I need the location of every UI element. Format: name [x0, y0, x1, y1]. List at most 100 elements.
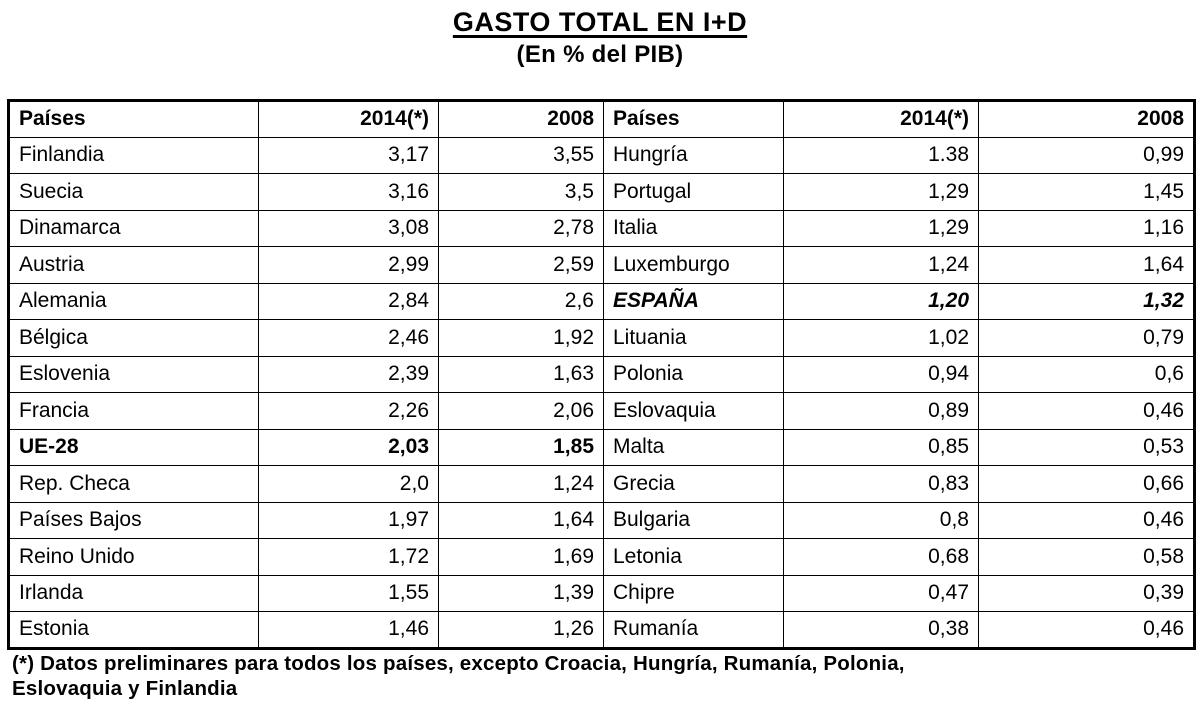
country-cell: Lituania [603, 319, 784, 357]
column-header-2014-left: 2014(*) [258, 100, 439, 138]
country-cell: Chipre [603, 574, 784, 612]
value-2008-cell: 2,6 [438, 282, 604, 320]
page-title: GASTO TOTAL EN I+D [452, 7, 748, 37]
table-row: Suecia 3,16 3,5 Portugal 1,29 1,45 [8, 173, 1195, 211]
column-header-2008-right: 2008 [978, 100, 1195, 138]
value-2014-cell: 2,03 [258, 428, 439, 466]
table-row: Países Bajos 1,97 1,64 Bulgaria 0,8 0,46 [8, 501, 1195, 539]
country-cell: Malta [603, 428, 784, 466]
country-cell: Luxemburgo [603, 246, 784, 284]
footnote-line: Eslovaquia y Finlandia [12, 677, 238, 700]
value-2014-cell: 2,39 [258, 355, 439, 393]
value-2014-cell: 2,26 [258, 392, 439, 430]
value-2008-cell: 1,45 [978, 173, 1195, 211]
table-header-row: Países 2014(*) 2008 Países 2014(*) 2008 [8, 100, 1195, 138]
value-2008-cell: 0,39 [978, 574, 1195, 612]
value-2008-cell: 1,92 [438, 319, 604, 357]
column-header-2014-right: 2014(*) [783, 100, 979, 138]
value-2008-cell: 0,6 [978, 355, 1195, 393]
country-cell: Letonia [603, 538, 784, 576]
page-subtitle: (En % del PIB) [516, 41, 684, 68]
column-header-paises-left: Países [8, 100, 259, 138]
value-2014-cell: 3,08 [258, 209, 439, 247]
column-header-paises-right: Países [603, 100, 784, 138]
value-2008-cell: 0,99 [978, 136, 1195, 174]
value-2008-cell: 0,46 [978, 392, 1195, 430]
table-row: Estonia 1,46 1,26 Rumanía 0,38 0,46 [8, 611, 1195, 649]
value-2014-cell: 2,99 [258, 246, 439, 284]
value-2014-cell: 0,89 [783, 392, 979, 430]
country-cell: UE-28 [8, 428, 259, 466]
table-row: Austria 2,99 2,59 Luxemburgo 1,24 1,64 [8, 246, 1195, 284]
value-2014-cell: 3,17 [258, 136, 439, 174]
country-cell: Rumanía [603, 611, 784, 649]
value-2008-cell: 0,79 [978, 319, 1195, 357]
country-cell: Países Bajos [8, 501, 259, 539]
table-row: Reino Unido 1,72 1,69 Letonia 0,68 0,58 [8, 538, 1195, 576]
value-2014-cell: 1,29 [783, 173, 979, 211]
value-2008-cell: 1,24 [438, 465, 604, 503]
value-2014-cell: 0,94 [783, 355, 979, 393]
country-cell: Estonia [8, 611, 259, 649]
country-cell: Grecia [603, 465, 784, 503]
table-row: Alemania 2,84 2,6 ESPAÑA 1,20 1,32 [8, 282, 1195, 320]
country-cell: Eslovenia [8, 355, 259, 393]
value-2008-cell: 3,55 [438, 136, 604, 174]
value-2008-cell: 0,53 [978, 428, 1195, 466]
value-2014-cell: 1,02 [783, 319, 979, 357]
table-row: Finlandia 3,17 3,55 Hungría 1.38 0,99 [8, 136, 1195, 174]
country-cell: Dinamarca [8, 209, 259, 247]
value-2008-cell: 1,64 [438, 501, 604, 539]
country-cell: Irlanda [8, 574, 259, 612]
value-2014-cell: 0,85 [783, 428, 979, 466]
value-2014-cell: 1,46 [258, 611, 439, 649]
country-cell: Bulgaria [603, 501, 784, 539]
country-cell: Hungría [603, 136, 784, 174]
value-2008-cell: 1,63 [438, 355, 604, 393]
value-2014-cell: 1,29 [783, 209, 979, 247]
value-2014-cell: 1,55 [258, 574, 439, 612]
value-2014-cell: 0,38 [783, 611, 979, 649]
value-2014-cell: 0,8 [783, 501, 979, 539]
value-2014-cell: 2,46 [258, 319, 439, 357]
value-2014-cell: 1,97 [258, 501, 439, 539]
value-2014-cell: 1,20 [783, 282, 979, 320]
value-2008-cell: 0,46 [978, 611, 1195, 649]
value-2008-cell: 0,58 [978, 538, 1195, 576]
table-row: Irlanda 1,55 1,39 Chipre 0,47 0,39 [8, 574, 1195, 612]
value-2014-cell: 1.38 [783, 136, 979, 174]
country-cell: Suecia [8, 173, 259, 211]
table-row: Dinamarca 3,08 2,78 Italia 1,29 1,16 [8, 209, 1195, 247]
value-2014-cell: 0,68 [783, 538, 979, 576]
country-cell: Portugal [603, 173, 784, 211]
table-row: Francia 2,26 2,06 Eslovaquia 0,89 0,46 [8, 392, 1195, 430]
value-2008-cell: 1,32 [978, 282, 1195, 320]
table-row: Eslovenia 2,39 1,63 Polonia 0,94 0,6 [8, 355, 1195, 393]
value-2014-cell: 0,83 [783, 465, 979, 503]
value-2014-cell: 2,84 [258, 282, 439, 320]
table-row: Rep. Checa 2,0 1,24 Grecia 0,83 0,66 [8, 465, 1195, 503]
rd-spending-table: Países 2014(*) 2008 Países 2014(*) 2008 … [7, 99, 1196, 650]
country-cell: Rep. Checa [8, 465, 259, 503]
value-2014-cell: 1,72 [258, 538, 439, 576]
title-block: GASTO TOTAL EN I+D (En % del PIB) [0, 7, 1200, 69]
value-2008-cell: 2,06 [438, 392, 604, 430]
table-row: Bélgica 2,46 1,92 Lituania 1,02 0,79 [8, 319, 1195, 357]
country-cell: Austria [8, 246, 259, 284]
country-cell: Eslovaquia [603, 392, 784, 430]
value-2008-cell: 1,26 [438, 611, 604, 649]
table-row: UE-28 2,03 1,85 Malta 0,85 0,53 [8, 428, 1195, 466]
value-2008-cell: 0,46 [978, 501, 1195, 539]
value-2008-cell: 3,5 [438, 173, 604, 211]
table-body: Finlandia 3,17 3,55 Hungría 1.38 0,99 Suecia 3,… [8, 136, 1195, 649]
country-cell: Finlandia [8, 136, 259, 174]
value-2014-cell: 0,47 [783, 574, 979, 612]
value-2008-cell: 1,69 [438, 538, 604, 576]
country-cell: Polonia [603, 355, 784, 393]
country-cell: Reino Unido [8, 538, 259, 576]
country-cell: Alemania [8, 282, 259, 320]
country-cell: Bélgica [8, 319, 259, 357]
column-header-2008-left: 2008 [438, 100, 604, 138]
value-2008-cell: 1,39 [438, 574, 604, 612]
